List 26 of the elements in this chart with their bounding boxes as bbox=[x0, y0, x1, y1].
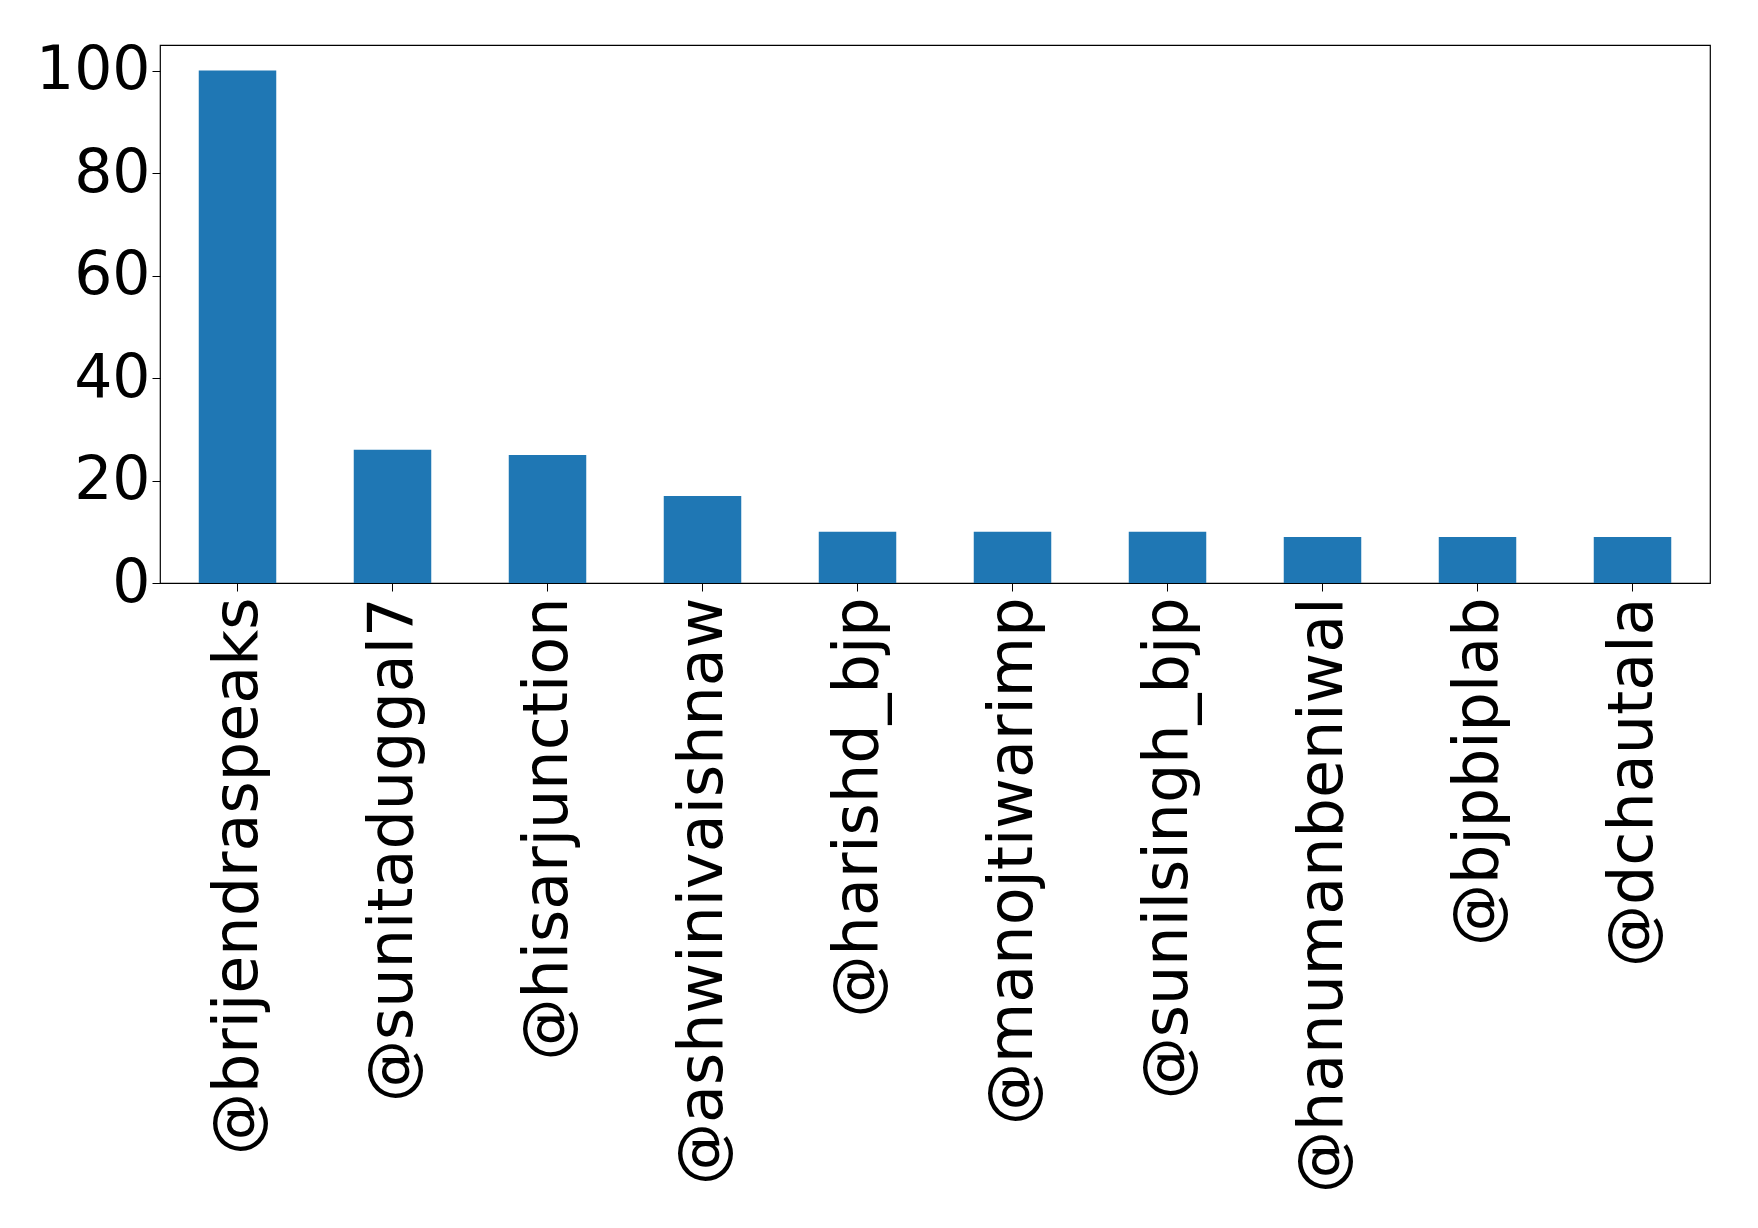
y-tick-label: 60 bbox=[74, 238, 151, 309]
y-tick-label: 100 bbox=[35, 33, 151, 104]
x-tick-label: @harishd_bjp bbox=[818, 597, 892, 1018]
bar bbox=[663, 495, 742, 583]
x-tick-label: @dchautala bbox=[1593, 597, 1667, 968]
bar bbox=[1128, 531, 1207, 583]
bar bbox=[1438, 536, 1517, 583]
x-tick-label: @hisarjunction bbox=[508, 597, 582, 1061]
x-tick-label: @sunitaduggal7 bbox=[353, 597, 427, 1102]
bar bbox=[818, 531, 897, 583]
bar bbox=[198, 70, 277, 583]
x-tick-label: @hanumanbeniwal bbox=[1283, 597, 1357, 1194]
y-tick-label: 20 bbox=[74, 443, 151, 514]
x-tick-label: @ashwinivaishnaw bbox=[663, 597, 737, 1186]
bar bbox=[1283, 536, 1362, 583]
bar bbox=[353, 449, 432, 583]
bar bbox=[508, 454, 587, 583]
bar bbox=[1593, 536, 1672, 583]
x-tick-label: @sunilsingh_bjp bbox=[1128, 597, 1202, 1100]
bar bbox=[973, 531, 1052, 583]
x-tick-label: @manojtiwarimp bbox=[973, 597, 1047, 1126]
x-tick-label: @brijendraspeaks bbox=[198, 597, 272, 1156]
y-tick-label: 0 bbox=[112, 545, 151, 616]
y-tick-label: 40 bbox=[74, 340, 151, 411]
y-tick-label: 80 bbox=[74, 135, 151, 206]
x-tick-label: @bjpbiplab bbox=[1438, 597, 1512, 946]
